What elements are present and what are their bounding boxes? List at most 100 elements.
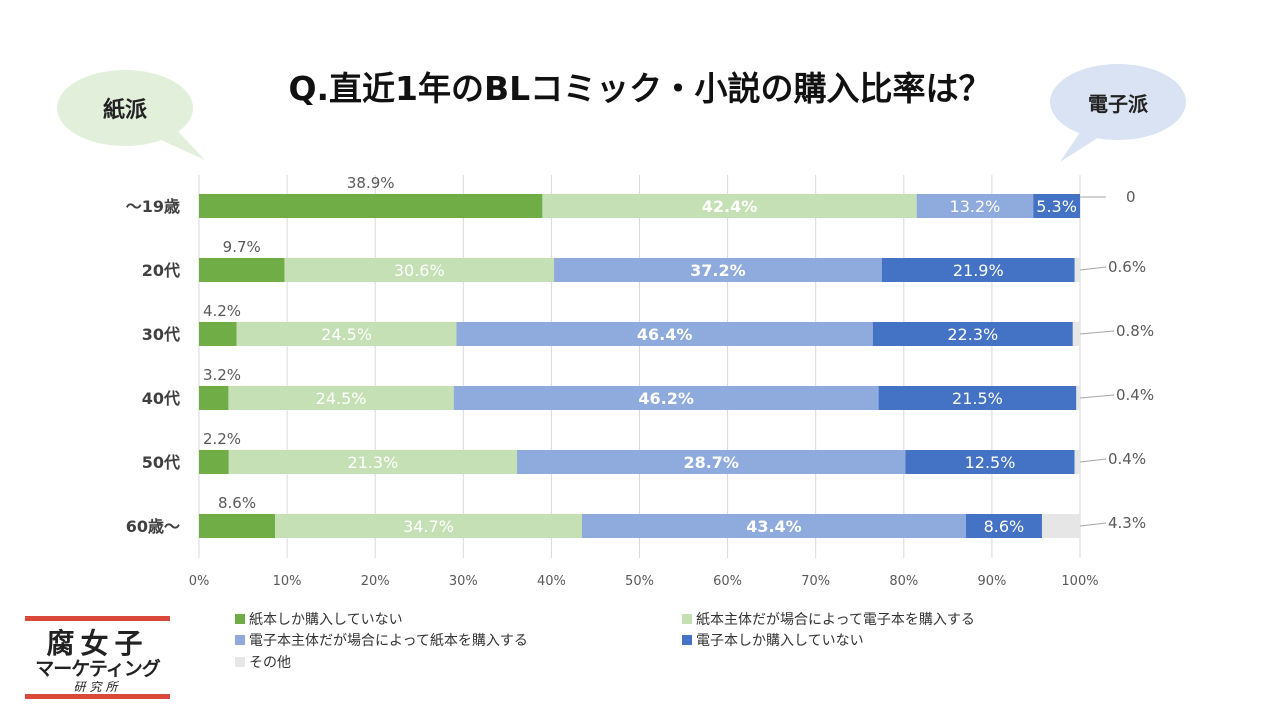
legend-label: 紙本主体だが場合によって電子本を購入する (696, 612, 975, 628)
legend-item-2: 紙本主体だが場合によって電子本を購入する (682, 609, 975, 629)
x-tick-label: 20% (361, 574, 390, 589)
legend-item-4: 電子本しか購入していない (682, 630, 864, 650)
data-label: 46.4% (637, 325, 693, 344)
legend-label: 紙本しか購入していない (249, 612, 403, 628)
data-label: 21.5% (952, 389, 1003, 408)
x-tick-label: 0% (189, 574, 210, 589)
leader-line (1079, 458, 1107, 463)
legend-swatch (235, 657, 245, 667)
data-label: 46.2% (638, 389, 694, 408)
data-label: 43.4% (746, 517, 802, 536)
legend-label: 電子本主体だが場合によって紙本を購入する (249, 633, 528, 649)
data-label: 22.3% (947, 325, 998, 344)
x-tick-label: 30% (449, 574, 478, 589)
data-label: 13.2% (950, 197, 1001, 216)
legend-label: その他 (249, 655, 291, 671)
data-label: 0.4% (1116, 386, 1154, 404)
data-label: 21.9% (953, 261, 1004, 280)
legend-swatch (682, 614, 692, 624)
bubble-digital: 電子派 (1050, 64, 1186, 162)
x-tick-label: 50% (625, 574, 654, 589)
data-label: 38.9% (347, 174, 395, 192)
category-label: ～19歳 (126, 197, 180, 216)
data-label: 0.6% (1108, 258, 1146, 276)
data-label: 0 (1126, 188, 1136, 206)
bar-segment (1074, 258, 1080, 282)
x-tick-label: 10% (273, 574, 302, 589)
category-label: 60歳～ (126, 517, 180, 536)
category-label: 20代 (142, 261, 180, 280)
bar-segment (1072, 322, 1080, 346)
bar-segment (199, 514, 276, 538)
logo-line1: 腐女子 (46, 627, 149, 660)
bar-segment (284, 258, 555, 282)
bubble-paper: 紙派 (57, 70, 205, 160)
bar-segment (965, 514, 1042, 538)
data-label: 0.4% (1108, 450, 1146, 468)
bar-segment (199, 450, 229, 474)
data-label: 8.6% (218, 494, 256, 512)
bar-segment (554, 258, 882, 282)
legend-item-5: その他 (235, 652, 291, 672)
data-label: 3.2% (203, 366, 241, 384)
x-tick-label: 80% (889, 574, 918, 589)
data-label: 4.2% (203, 302, 241, 320)
x-tick-label: 100% (1061, 574, 1098, 589)
bubble-left-label: 紙派 (103, 97, 147, 123)
legend-swatch (235, 635, 245, 645)
data-label: 21.3% (347, 453, 398, 472)
data-label: 5.3% (1036, 197, 1077, 216)
bar-segment (453, 386, 879, 410)
bar-segment (275, 514, 583, 538)
legend-label: 電子本しか購入していない (696, 633, 864, 649)
bar-segment (916, 194, 1034, 218)
data-label: 4.3% (1108, 514, 1146, 532)
bar-segment (878, 386, 1077, 410)
bar-segment (1074, 450, 1080, 474)
bar-segment (881, 258, 1075, 282)
bar-segment (582, 514, 966, 538)
data-label: 24.5% (321, 325, 372, 344)
bar-segment (1033, 194, 1080, 218)
legend-item-3: 電子本主体だが場合によって紙本を購入する (235, 630, 528, 650)
bar-segment (199, 194, 543, 218)
data-label: 37.2% (690, 261, 746, 280)
logo-line2: マーケティング (35, 658, 160, 680)
data-label: 0.8% (1116, 322, 1154, 340)
bubble-right-label: 電子派 (1088, 92, 1149, 116)
category-label: 30代 (142, 325, 180, 344)
x-tick-label: 60% (713, 574, 742, 589)
data-label: 24.5% (316, 389, 367, 408)
bar-segment (228, 386, 454, 410)
bar-segment (199, 322, 237, 346)
data-label: 2.2% (203, 430, 241, 448)
bar-segment (236, 322, 457, 346)
bar-segment (199, 258, 285, 282)
x-tick-label: 70% (801, 574, 830, 589)
data-label: 8.6% (984, 517, 1025, 536)
bar-segment (199, 386, 229, 410)
logo: 腐女子 マーケティング 研究所 (25, 612, 170, 700)
data-label: 30.6% (394, 261, 445, 280)
data-label: 12.5% (965, 453, 1016, 472)
bar-segment (872, 322, 1073, 346)
x-tick-label: 40% (537, 574, 566, 589)
leader-line (1079, 330, 1115, 335)
data-label: 42.4% (702, 197, 758, 216)
bar-segment (905, 450, 1075, 474)
chart-title: Q.直近1年のBLコミック・小説の購入比率は？ (288, 69, 992, 108)
leader-line (1079, 394, 1115, 399)
bar-segment (542, 194, 917, 218)
data-label: 9.7% (223, 238, 261, 256)
category-label: 50代 (142, 453, 180, 472)
data-label: 28.7% (683, 453, 739, 472)
leader-line (1079, 266, 1107, 271)
bar-segment (1076, 386, 1080, 410)
x-tick-label: 90% (977, 574, 1006, 589)
logo-line3: 研究所 (73, 680, 122, 694)
legend-swatch (235, 614, 245, 624)
bar-segment (228, 450, 518, 474)
bar-segment (456, 322, 873, 346)
